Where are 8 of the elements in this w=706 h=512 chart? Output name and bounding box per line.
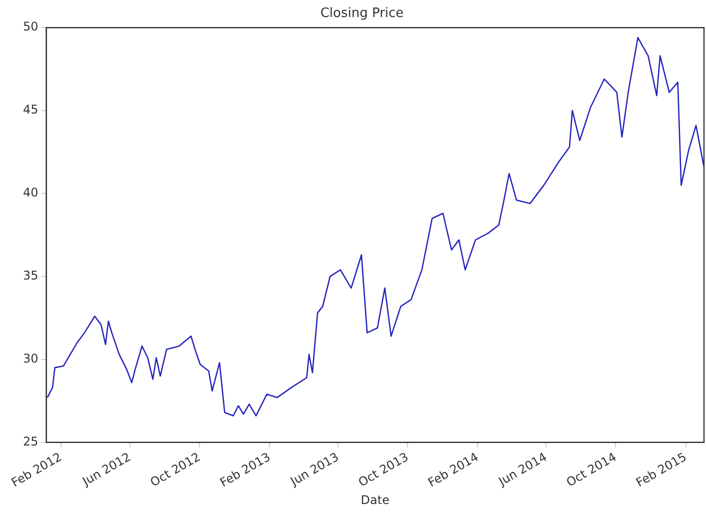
y-tick-label: 25 (22, 434, 38, 448)
y-tick-label: 30 (22, 352, 38, 366)
x-axis-title: Date (360, 492, 390, 507)
chart-title: Closing Price (320, 6, 404, 22)
y-tick-label: 35 (22, 268, 38, 283)
y-tick-label: 40 (22, 186, 38, 200)
y-tick-label: 50 (22, 20, 38, 34)
y-tick-label: 45 (22, 102, 38, 117)
